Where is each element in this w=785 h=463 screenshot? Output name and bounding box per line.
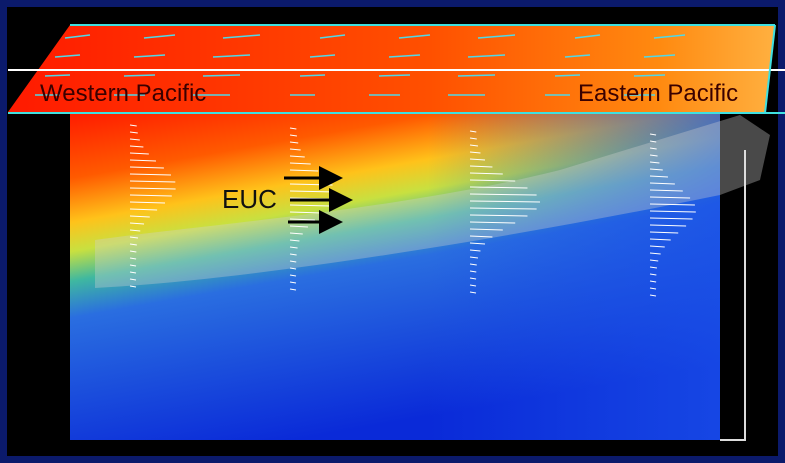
vector <box>124 75 155 76</box>
vector <box>634 75 665 76</box>
vector <box>45 75 70 76</box>
page: Western Pacific Eastern Pacific EUC (() … <box>0 0 785 463</box>
vector <box>379 75 410 76</box>
vector <box>555 75 580 76</box>
vector <box>458 75 495 76</box>
ocean-visualization: Western Pacific Eastern Pacific EUC <box>0 0 785 463</box>
vector <box>203 75 240 76</box>
west-label: Western Pacific <box>40 80 206 107</box>
euc-label: EUC <box>222 184 277 214</box>
east-label: Eastern Pacific <box>578 80 738 107</box>
vector <box>300 75 325 76</box>
